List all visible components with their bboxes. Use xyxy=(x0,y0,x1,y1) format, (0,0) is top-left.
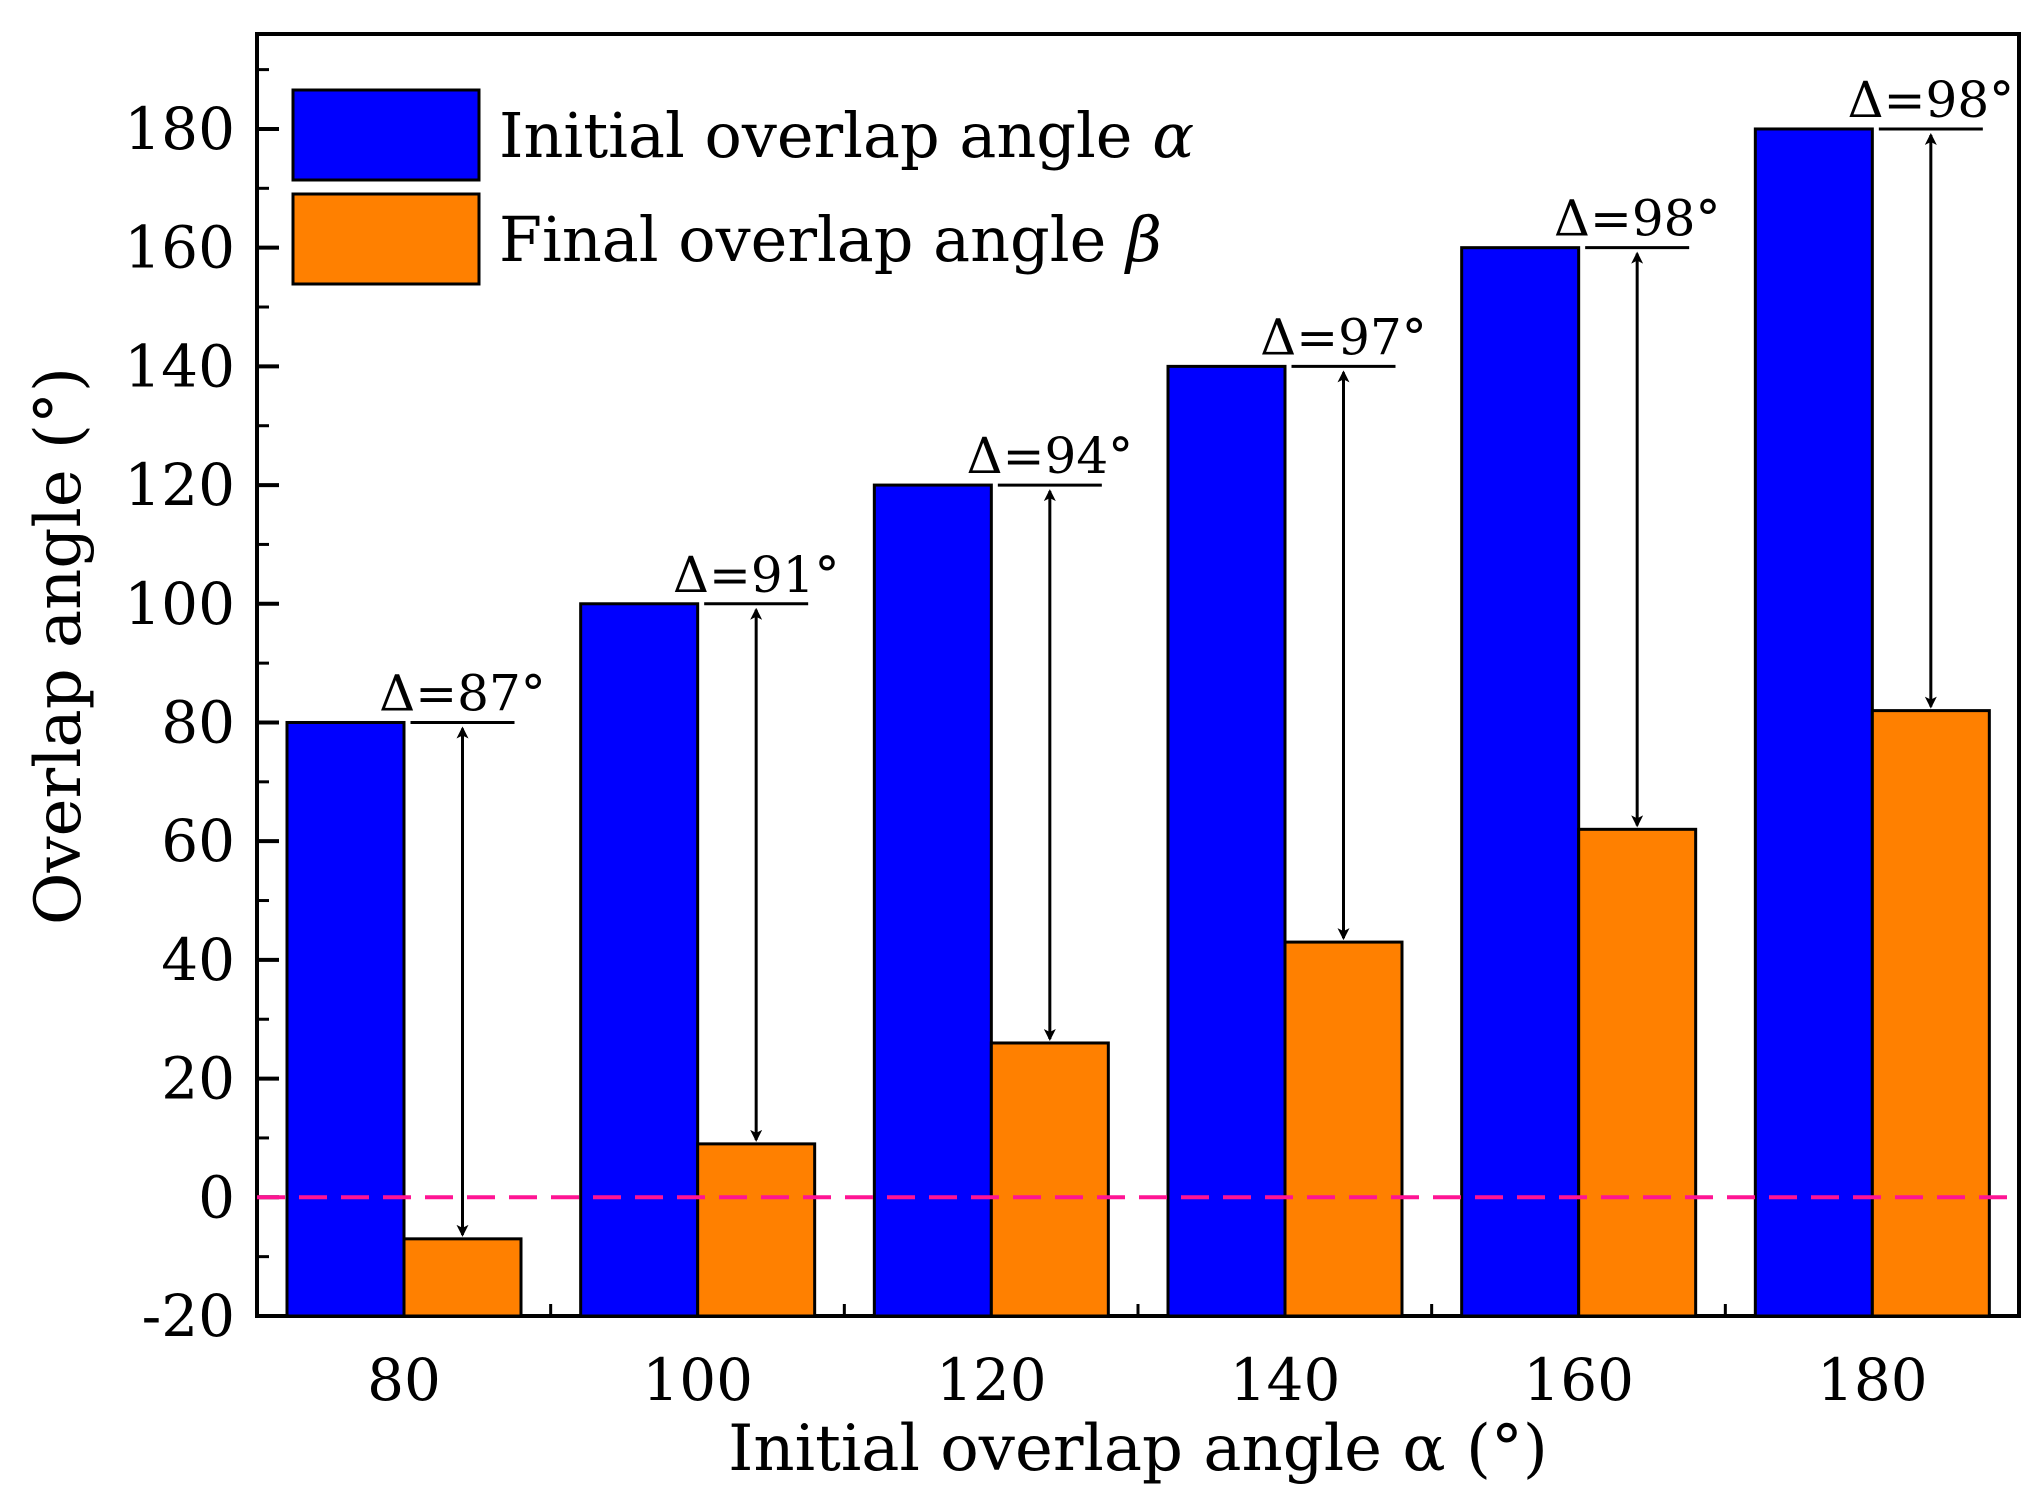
legend: Initial overlap angle α Final overlap ang… xyxy=(291,88,1194,286)
x-tick-label: 120 xyxy=(936,1346,1047,1414)
delta-label: Δ=94° xyxy=(967,427,1134,485)
bar-initial-140 xyxy=(1166,364,1287,1318)
y-tick-label: 180 xyxy=(124,95,235,163)
bar-final-100 xyxy=(696,1142,817,1318)
y-axis-title: Overlap angle (°) xyxy=(22,367,96,925)
y-tick-label: 0 xyxy=(198,1163,235,1231)
legend-label: Final overlap angle β xyxy=(499,203,1162,276)
bar-initial-160 xyxy=(1460,246,1581,1318)
y-tick-label: 60 xyxy=(161,807,235,875)
y-tick-label: 20 xyxy=(161,1045,235,1113)
legend-swatch-final xyxy=(291,192,481,286)
delta-label: Δ=91° xyxy=(673,546,840,604)
bar-final-140 xyxy=(1283,940,1404,1318)
delta-label: Δ=98° xyxy=(1554,190,1721,248)
y-tick-label: 100 xyxy=(124,570,235,638)
delta-label: Δ=87° xyxy=(379,664,546,722)
legend-swatch-initial xyxy=(291,88,481,182)
x-tick-label: 80 xyxy=(367,1346,441,1414)
y-tick-label: 160 xyxy=(124,214,235,282)
bar-final-180 xyxy=(1870,709,1991,1318)
legend-label: Initial overlap angle α xyxy=(499,99,1194,172)
bar-final-80 xyxy=(402,1237,523,1318)
annotations-layer: Δ=87° Δ=91° Δ=94° Δ=97° Δ=98° Δ=98° xyxy=(379,71,2015,1237)
bars-layer xyxy=(285,127,1991,1318)
y-tick-label: 120 xyxy=(124,451,235,519)
delta-label: Δ=97° xyxy=(1260,308,1427,366)
bar-final-160 xyxy=(1577,827,1698,1318)
y-tick-label: 40 xyxy=(161,926,235,994)
bar-initial-180 xyxy=(1753,127,1874,1318)
bar-initial-80 xyxy=(285,720,406,1318)
delta-label: Δ=98° xyxy=(1848,71,2015,129)
bar-final-120 xyxy=(989,1041,1110,1318)
x-tick-label: 160 xyxy=(1523,1346,1634,1414)
bar-initial-100 xyxy=(579,602,700,1318)
x-tick-label: 100 xyxy=(642,1346,753,1414)
x-tick-label: 140 xyxy=(1230,1346,1341,1414)
y-tick-label: 140 xyxy=(124,332,235,400)
ticks-layer: -20 0 20 40 60 80 100 120 140 160 180 80 100 120 140 16… xyxy=(124,68,1928,1414)
y-tick-label: -20 xyxy=(142,1282,235,1350)
y-tick-label: 80 xyxy=(161,688,235,756)
bar-initial-120 xyxy=(872,483,993,1318)
x-axis-title: Initial overlap angle α (°) xyxy=(728,1412,1548,1486)
x-tick-label: 180 xyxy=(1817,1346,1928,1414)
